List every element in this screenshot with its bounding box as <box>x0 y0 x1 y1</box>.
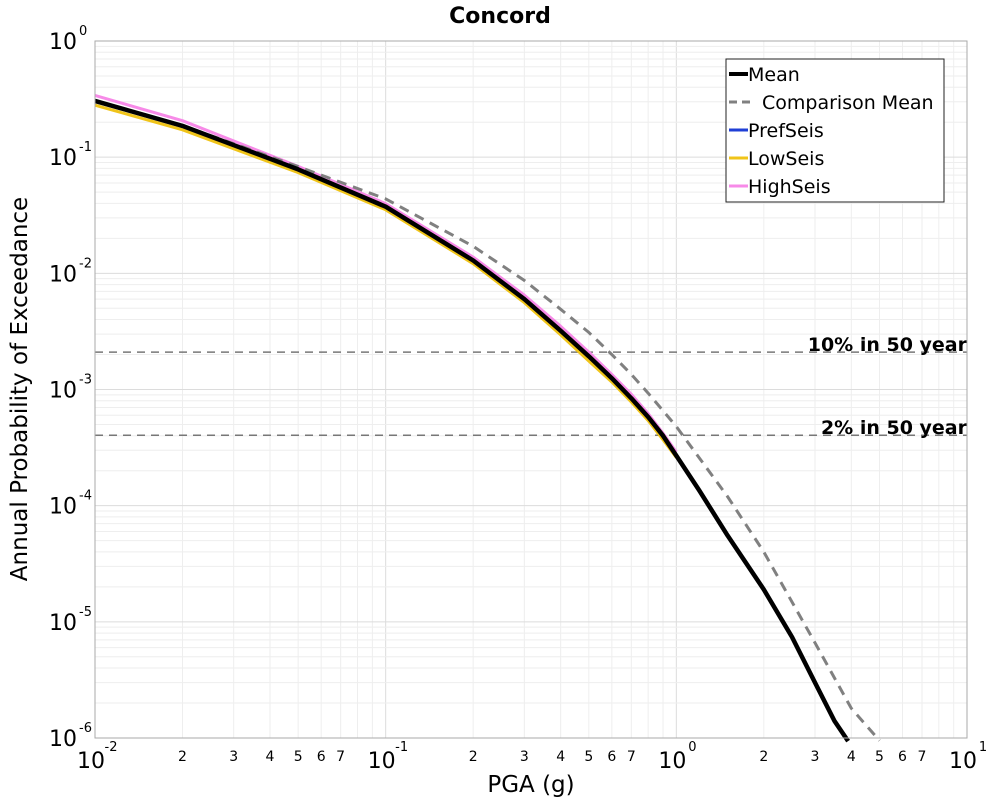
x-tick-label: 10 <box>658 749 686 774</box>
y-tick-exponent: 0 <box>79 24 87 39</box>
x-tick-label: 10 <box>77 749 105 774</box>
x-minor-tick-label: 3 <box>520 749 529 765</box>
x-minor-tick-label: 7 <box>918 749 927 765</box>
y-tick-label: 10 <box>49 262 77 287</box>
x-minor-tick-label: 6 <box>898 749 907 765</box>
legend: Mean Comparison Mean PrefSeis LowSeis HighSe… <box>725 58 945 203</box>
x-tick-exponent: -2 <box>105 740 118 755</box>
reference-line-label: 10% in 50 year <box>808 334 968 356</box>
legend-entry-label: HighSeis <box>748 176 831 198</box>
y-axis-label: Annual Probability of Exceedance <box>7 197 33 581</box>
x-minor-tick-label: 5 <box>584 749 593 765</box>
chart-title: Concord <box>449 4 551 29</box>
y-tick-exponent: -6 <box>79 721 92 736</box>
x-minor-tick-label: 4 <box>556 749 565 765</box>
x-minor-tick-label: 3 <box>811 749 820 765</box>
series-line-mean <box>94 98 850 743</box>
x-minor-tick-label: 7 <box>627 749 636 765</box>
x-minor-tick-label: 2 <box>178 749 187 765</box>
x-minor-tick-label: 4 <box>847 749 856 765</box>
x-tick-exponent: 1 <box>979 740 987 755</box>
legend-entry-label: PrefSeis <box>748 120 824 142</box>
x-minor-tick-label: 2 <box>759 749 768 765</box>
series-lines <box>94 93 881 743</box>
x-tick-label: 10 <box>368 749 396 774</box>
x-tick-exponent: 0 <box>688 740 696 755</box>
legend-box <box>725 58 945 203</box>
x-minor-tick-label: 3 <box>229 749 238 765</box>
x-tick-label: 10 <box>949 749 977 774</box>
x-minor-tick-label: 5 <box>294 749 303 765</box>
reference-line-label: 2% in 50 year <box>821 417 968 439</box>
x-minor-tick-label: 6 <box>607 749 616 765</box>
plot-frame <box>94 40 968 739</box>
x-minor-tick-label: 5 <box>875 749 884 765</box>
y-tick-exponent: -3 <box>79 373 92 388</box>
y-tick-label: 10 <box>49 146 77 171</box>
y-tick-label: 10 <box>49 30 77 55</box>
y-tick-exponent: -4 <box>79 489 92 504</box>
y-tick-label: 10 <box>49 495 77 520</box>
x-axis-label: PGA (g) <box>487 772 574 798</box>
y-tick-exponent: -2 <box>79 256 92 271</box>
x-tick-exponent: -1 <box>395 740 408 755</box>
x-minor-tick-label: 6 <box>317 749 326 765</box>
series-line-comparison-mean <box>94 99 881 742</box>
x-minor-tick-label: 2 <box>469 749 478 765</box>
y-tick-label: 10 <box>49 379 77 404</box>
y-tick-exponent: -5 <box>79 605 92 620</box>
y-tick-label: 10 <box>49 727 77 752</box>
y-tick-label: 10 <box>49 611 77 636</box>
legend-entry-label: Comparison Mean <box>762 92 934 114</box>
x-minor-tick-label: 4 <box>266 749 275 765</box>
x-minor-tick-label: 7 <box>336 749 345 765</box>
legend-entry-label: LowSeis <box>748 148 824 170</box>
y-tick-exponent: -1 <box>79 140 92 155</box>
grid-lines <box>94 41 967 739</box>
legend-entry-label: Mean <box>748 64 800 86</box>
reference-lines: 10% in 50 year 2% in 50 year <box>95 334 968 439</box>
